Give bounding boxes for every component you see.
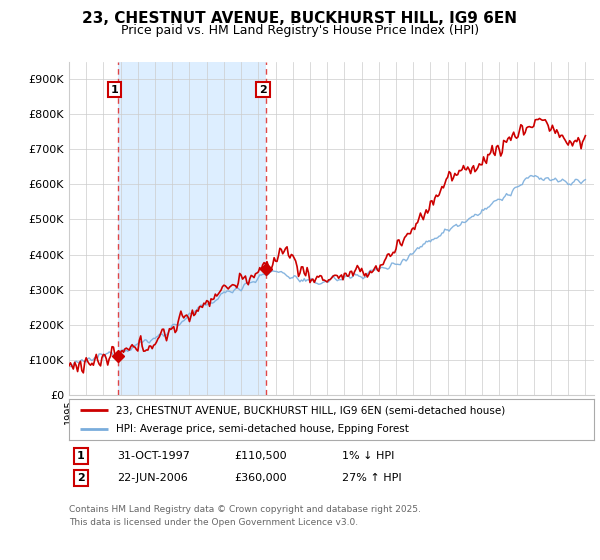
Text: 1: 1 [77,451,85,461]
Text: 1% ↓ HPI: 1% ↓ HPI [342,451,394,461]
Text: This data is licensed under the Open Government Licence v3.0.: This data is licensed under the Open Gov… [69,518,358,527]
Text: 2: 2 [77,473,85,483]
Text: 31-OCT-1997: 31-OCT-1997 [117,451,190,461]
Text: £360,000: £360,000 [234,473,287,483]
Text: 27% ↑ HPI: 27% ↑ HPI [342,473,401,483]
Text: 2: 2 [259,85,267,95]
Text: HPI: Average price, semi-detached house, Epping Forest: HPI: Average price, semi-detached house,… [116,424,409,433]
Text: 23, CHESTNUT AVENUE, BUCKHURST HILL, IG9 6EN: 23, CHESTNUT AVENUE, BUCKHURST HILL, IG9… [83,11,517,26]
Text: Price paid vs. HM Land Registry's House Price Index (HPI): Price paid vs. HM Land Registry's House … [121,24,479,36]
Bar [118,62,266,395]
Text: 22-JUN-2006: 22-JUN-2006 [117,473,188,483]
Text: Contains HM Land Registry data © Crown copyright and database right 2025.: Contains HM Land Registry data © Crown c… [69,505,421,514]
Text: 23, CHESTNUT AVENUE, BUCKHURST HILL, IG9 6EN (semi-detached house): 23, CHESTNUT AVENUE, BUCKHURST HILL, IG9… [116,405,505,415]
Text: £110,500: £110,500 [234,451,287,461]
Text: 1: 1 [110,85,118,95]
